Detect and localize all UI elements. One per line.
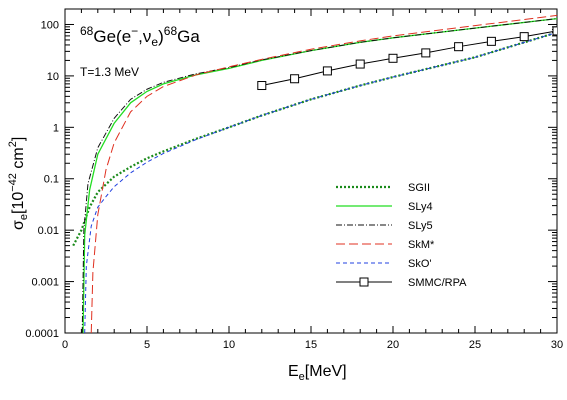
y-tick-label: 1 (53, 122, 59, 134)
data-point (486, 36, 496, 46)
data-point (519, 32, 529, 42)
series-layer (72, 14, 557, 333)
y-tick-label: 0.0001 (25, 328, 59, 340)
x-axis-label: Ee[MeV] (288, 363, 347, 383)
legend-label-sgii: SGII (408, 182, 430, 194)
legend-label-skm: SkM* (408, 239, 435, 251)
x-tick-label: 30 (551, 339, 563, 351)
series-line-sly4 (82, 17, 557, 333)
x-tick-label: 15 (305, 339, 317, 351)
legend-label-sko: SkO' (408, 258, 432, 270)
legend: SGII SLy4 SLy5 SkM* SkO' SMMC/RPA (336, 182, 467, 289)
data-point (454, 42, 464, 52)
y-tick-label: 100 (41, 19, 59, 31)
x-tick-label: 5 (144, 339, 150, 351)
plot-frame (64, 8, 558, 334)
temperature-annotation: T=1.3 MeV (80, 65, 139, 79)
x-tick-label: 0 (62, 339, 68, 351)
series-line-sko (84, 31, 557, 333)
y-axis-label: σe[10−42 cm2] (7, 137, 30, 230)
data-point (257, 81, 267, 91)
y-tick-label: 0.1 (44, 174, 59, 186)
axis-ticks (64, 8, 558, 334)
data-point (322, 66, 332, 76)
legend-label-smmc-rpa: SMMC/RPA (408, 277, 467, 289)
legend-marker (359, 277, 369, 287)
series-line-sgii (72, 31, 557, 247)
x-tick-label: 25 (469, 339, 481, 351)
series-line-skm (90, 14, 557, 333)
data-point (355, 59, 365, 69)
series-line-smmc-rpa (261, 30, 557, 87)
data-point (290, 74, 300, 84)
tick-labels: 0 5 10 15 20 25 30 0.0001 0.001 0.01 0.1 1 10 100 (25, 19, 563, 351)
chart-title: 68Ge(e−,νe)68Ga (80, 24, 200, 49)
data-point (552, 26, 557, 36)
x-tick-label: 20 (387, 339, 399, 351)
y-tick-label: 10 (47, 71, 59, 83)
legend-label-sly5: SLy5 (408, 220, 433, 232)
x-tick-label: 10 (223, 339, 235, 351)
y-tick-label: 0.001 (31, 277, 59, 289)
y-tick-label: 0.01 (38, 225, 59, 237)
data-point (388, 53, 398, 63)
series-line-sly5 (81, 18, 557, 333)
legend-label-sly4: SLy4 (408, 201, 433, 213)
data-point (421, 48, 431, 58)
